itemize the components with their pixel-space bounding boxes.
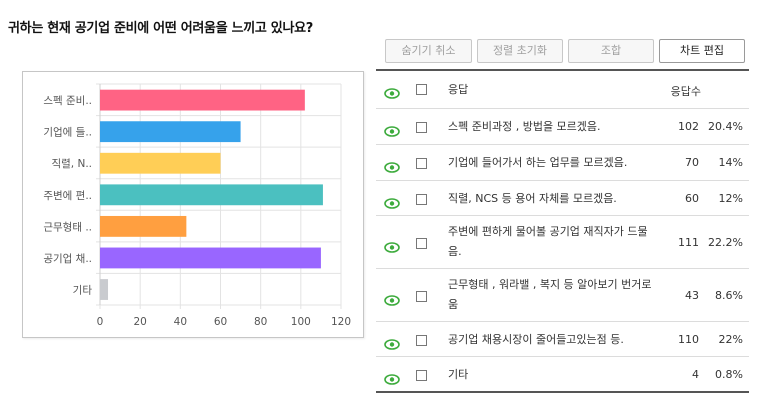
table-row: 기업에 들어가서 하는 업무를 모르겠음. 70 14% <box>376 145 749 181</box>
row-checkbox[interactable] <box>416 122 427 133</box>
table-row: 스펙 준비과정 , 방법을 모르겠음. 102 20.4% <box>376 109 749 145</box>
bar <box>100 279 109 300</box>
response-percent: 8.6% <box>715 288 743 302</box>
response-percent: 22.2% <box>708 235 743 249</box>
response-label: 직렬, NCS 등 용어 자체를 모르겠음. <box>448 191 617 205</box>
bar <box>100 184 323 206</box>
chart-canvas: 스펙 준비.. 기업에 들.. 직렬, N.. 주변에 편.. 근무형태 .. 공기업 채… <box>43 83 351 328</box>
response-count: 111 <box>678 235 699 249</box>
eye-icon[interactable] <box>384 370 400 389</box>
response-percent: 20.4% <box>708 120 743 133</box>
table-row: 직렬, NCS 등 용어 자체를 모르겠음. 60 12% <box>376 181 749 216</box>
table-row: 기타 4 0.8% <box>376 357 749 393</box>
header-response: 응답 <box>448 83 469 96</box>
eye-icon[interactable] <box>384 84 400 103</box>
response-count: 4 <box>692 368 699 381</box>
x-tick-label: 40 <box>174 316 187 328</box>
response-count: 60 <box>685 191 699 205</box>
x-tick-label: 60 <box>214 316 227 328</box>
eye-icon[interactable] <box>384 158 400 177</box>
header-count: 응답수 <box>670 85 701 98</box>
row-checkbox[interactable] <box>416 237 427 249</box>
response-count: 70 <box>685 156 699 169</box>
row-checkbox[interactable] <box>416 370 427 381</box>
response-label: 공기업 채용시장이 줄어들고있는점 등. <box>448 332 624 346</box>
response-label: 기업에 들어가서 하는 업무를 모르겠음. <box>448 156 628 169</box>
bar <box>100 215 187 237</box>
x-tick-label: 20 <box>133 316 146 328</box>
x-tick-label: 100 <box>291 316 311 328</box>
row-checkbox[interactable] <box>416 334 427 346</box>
sort-reset-button[interactable]: 정렬 초기화 <box>477 39 563 63</box>
bar <box>100 121 241 143</box>
row-checkbox[interactable] <box>416 193 427 205</box>
category-label: 근무형태 .. <box>43 221 92 233</box>
response-percent: 12% <box>718 191 743 205</box>
hide-cancel-button[interactable]: 숨기기 취소 <box>385 39 472 63</box>
table-header: 응답 응답수 <box>376 71 749 109</box>
combine-button[interactable]: 조합 <box>568 39 654 63</box>
response-label: 기타 <box>448 368 469 381</box>
response-count: 43 <box>685 288 699 302</box>
response-percent: 22% <box>718 332 743 346</box>
eye-icon[interactable] <box>384 194 400 213</box>
response-label: 스펙 준비과정 , 방법을 모르겠음. <box>448 120 601 133</box>
bar-chart: 스펙 준비.. 기업에 들.. 직렬, N.. 주변에 편.. 근무형태 .. 공기업 채… <box>22 71 364 338</box>
table-row: 근무형태 , 워라밸 , 복지 등 알아보기 번거로움 43 8.6% <box>376 269 749 322</box>
category-label: 직렬, N.. <box>51 157 92 170</box>
response-label: 주변에 편하게 물어볼 공기업 재직자가 드물음. <box>448 225 648 258</box>
x-tick-label: 120 <box>331 316 351 328</box>
category-label: 공기업 채.. <box>43 252 92 265</box>
eye-icon[interactable] <box>384 122 400 141</box>
question-title: 귀하는 현재 공기업 준비에 어떤 어려움을 느끼고 있나요? <box>8 21 314 36</box>
category-label: 기타 <box>73 285 93 297</box>
eye-icon[interactable] <box>384 335 400 354</box>
x-tick-label: 0 <box>97 316 104 328</box>
table-row: 주변에 편하게 물어볼 공기업 재직자가 드물음. 111 22.2% <box>376 216 749 269</box>
category-label: 기업에 들.. <box>43 126 92 139</box>
x-tick-label: 80 <box>254 316 267 328</box>
response-label: 근무형태 , 워라밸 , 복지 등 알아보기 번거로움 <box>448 278 652 311</box>
response-count: 110 <box>678 332 699 346</box>
category-label: 스펙 준비.. <box>43 95 92 107</box>
response-table: 응답 응답수 스펙 준비과정 , 방법을 모르겠음. 102 20.4% 기업에 들어… <box>376 69 749 393</box>
response-percent: 14% <box>718 156 743 169</box>
bar <box>100 247 321 269</box>
table-row: 공기업 채용시장이 줄어들고있는점 등. 110 22% <box>376 322 749 357</box>
row-checkbox[interactable] <box>416 158 427 169</box>
chart-edit-button[interactable]: 차트 편집 <box>659 39 745 63</box>
response-percent: 0.8% <box>715 368 743 381</box>
category-label: 주변에 편.. <box>43 189 92 202</box>
eye-icon[interactable] <box>384 291 400 310</box>
bar <box>100 152 221 174</box>
row-checkbox[interactable] <box>416 290 427 302</box>
bar <box>100 89 305 111</box>
eye-icon[interactable] <box>384 238 400 257</box>
response-count: 102 <box>678 120 699 133</box>
select-all-checkbox[interactable] <box>416 84 427 95</box>
